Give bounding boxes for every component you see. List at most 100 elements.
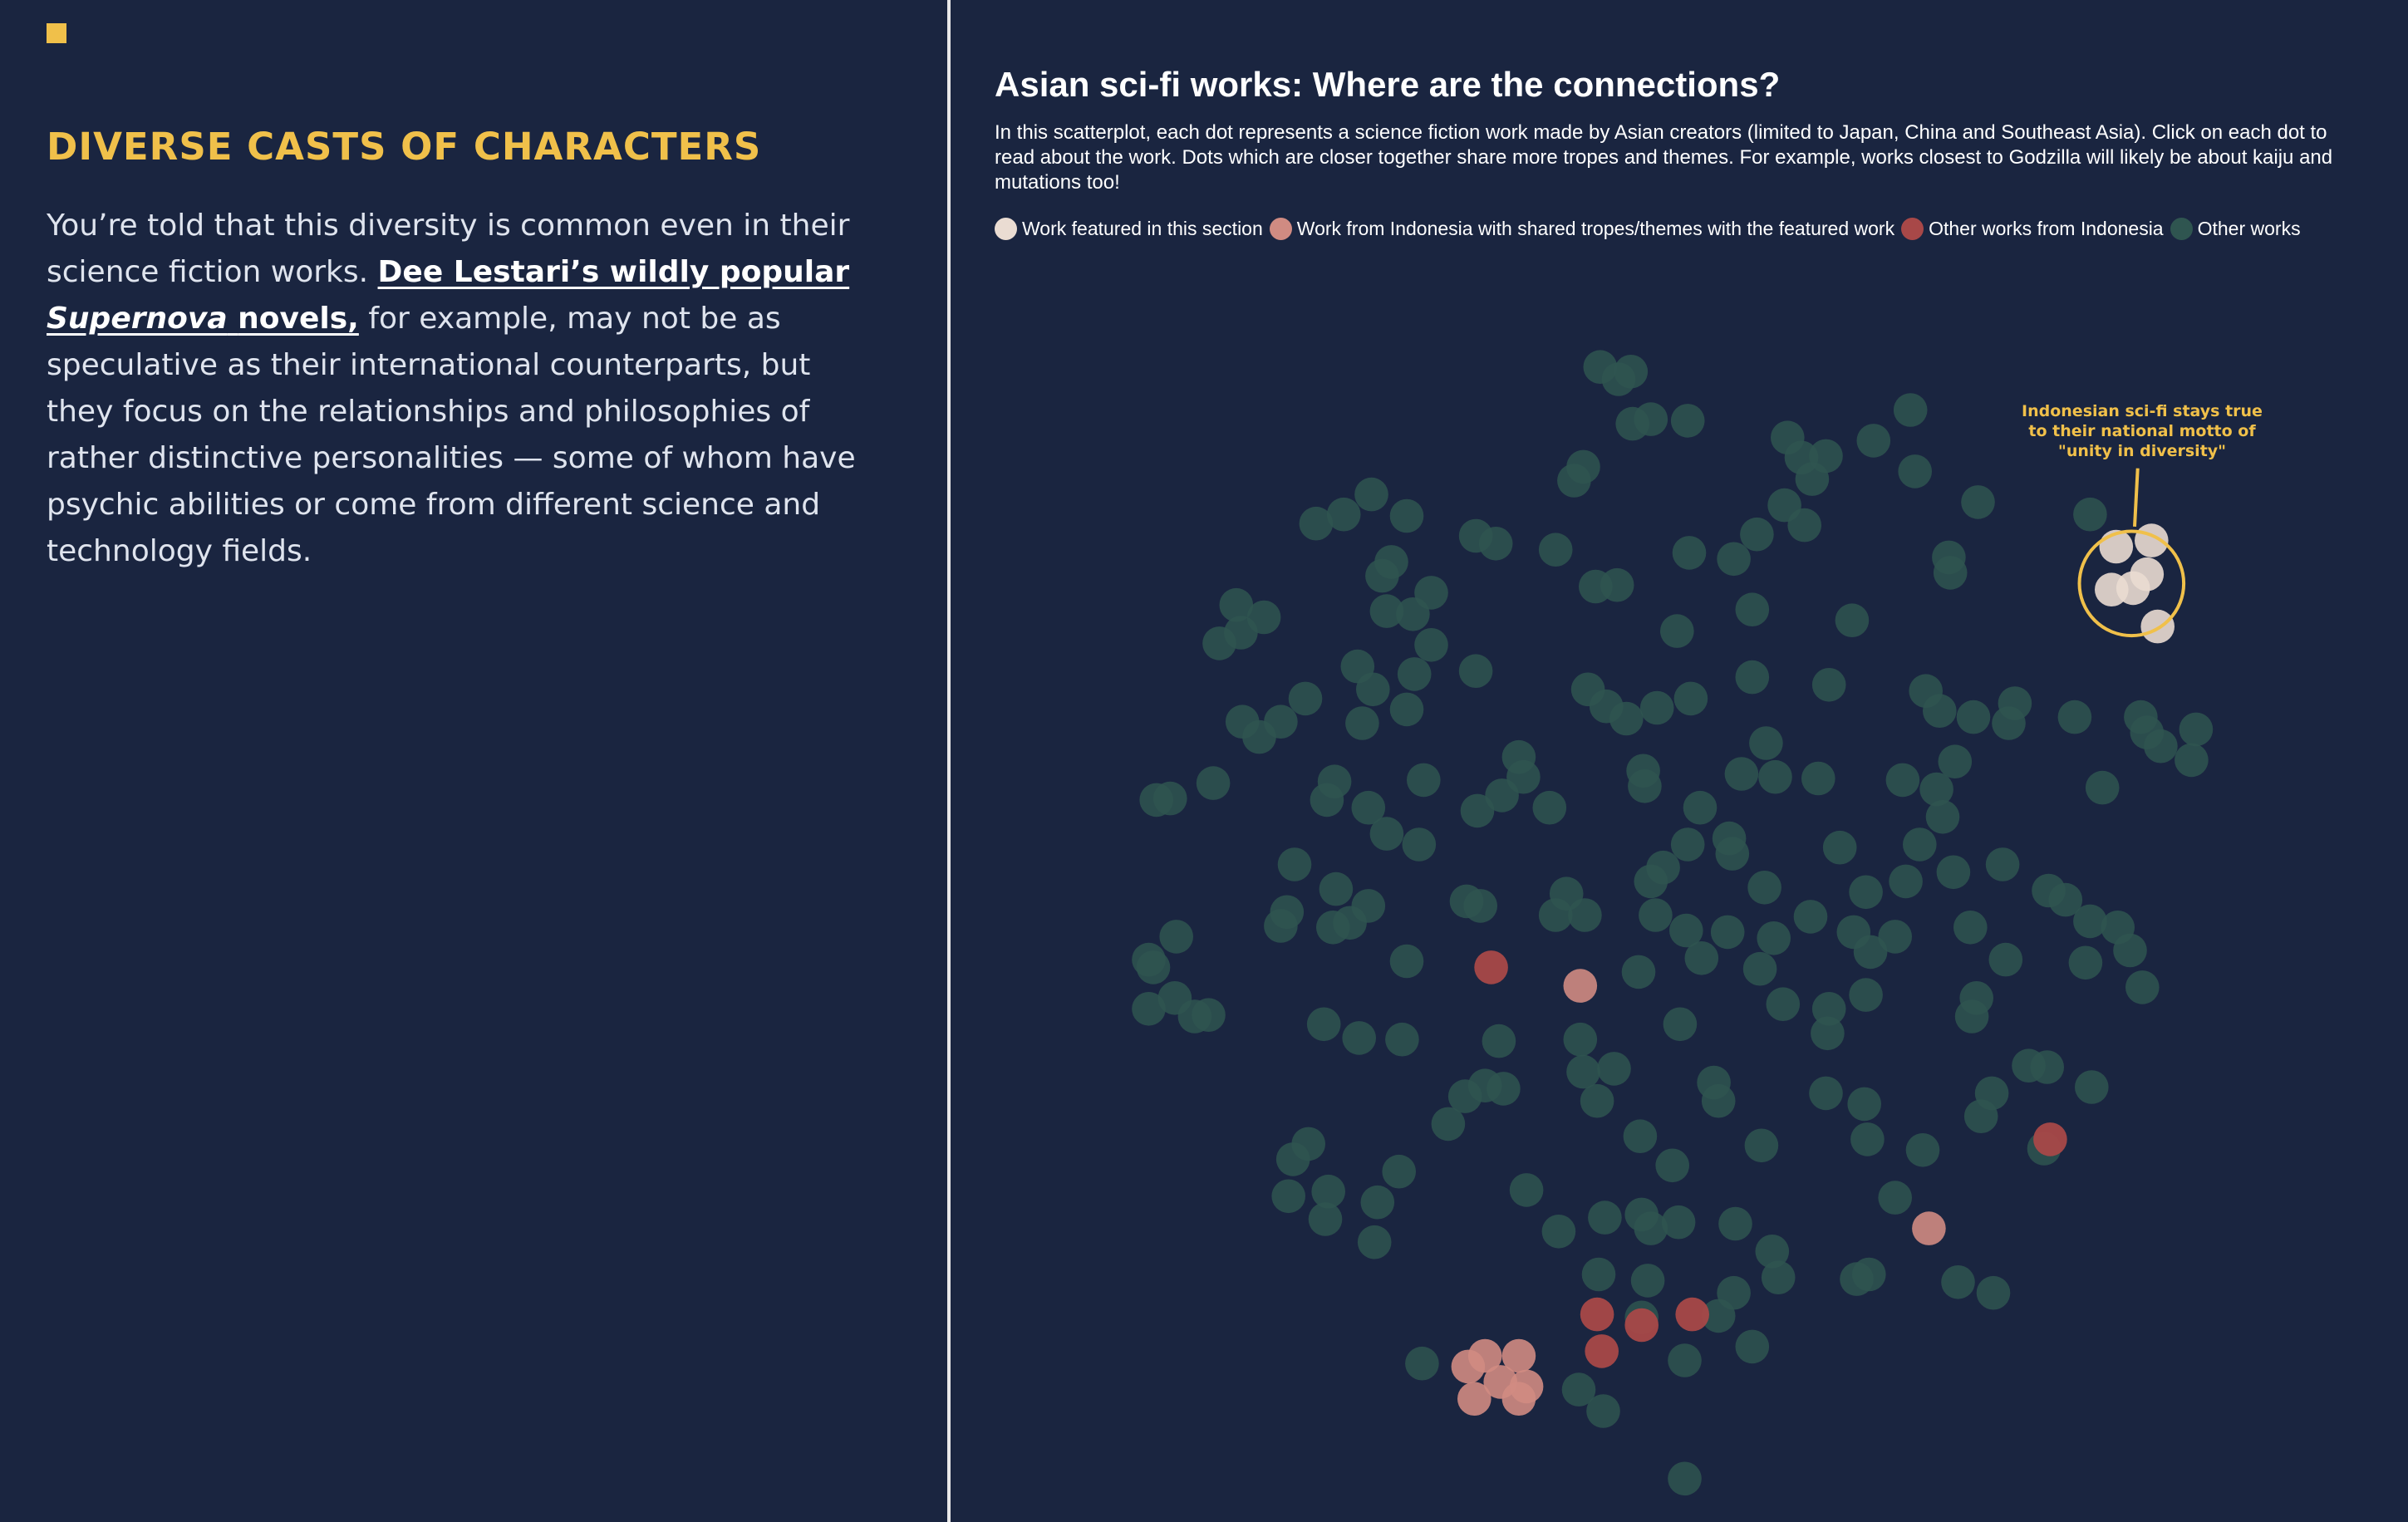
dot-shared[interactable] xyxy=(1457,1382,1491,1416)
dot-other[interactable] xyxy=(1581,1257,1616,1292)
dot-other[interactable] xyxy=(1961,485,1995,519)
dot-other[interactable] xyxy=(1985,847,2020,881)
dot-other[interactable] xyxy=(1586,1394,1620,1428)
dot-other[interactable] xyxy=(1360,1185,1395,1220)
dot-other[interactable] xyxy=(1326,497,1361,532)
dot-other[interactable] xyxy=(1277,847,1312,881)
dot-other[interactable] xyxy=(1623,1119,1658,1153)
dot-other[interactable] xyxy=(1849,978,1883,1012)
dot-other[interactable] xyxy=(1735,660,1770,695)
dot-other[interactable] xyxy=(1414,628,1448,662)
dot-other[interactable] xyxy=(1787,508,1821,543)
dot-other[interactable] xyxy=(1566,1054,1600,1089)
dot-other[interactable] xyxy=(1202,626,1236,660)
dot-other[interactable] xyxy=(1639,690,1674,725)
dot-other[interactable] xyxy=(1458,654,1493,688)
dot-other[interactable] xyxy=(1431,1107,1466,1142)
dot-other[interactable] xyxy=(1670,827,1705,862)
dot-other[interactable] xyxy=(1822,830,1857,865)
dot-other[interactable] xyxy=(1898,454,1932,489)
dot-other[interactable] xyxy=(1878,1181,1912,1215)
dot-other[interactable] xyxy=(1878,920,1912,954)
dot-other[interactable] xyxy=(1396,597,1430,631)
dot-other[interactable] xyxy=(1634,1211,1668,1245)
dot-other[interactable] xyxy=(1264,909,1298,943)
dot-other[interactable] xyxy=(1382,1154,1416,1189)
dot-other[interactable] xyxy=(1561,1372,1596,1407)
dot-other[interactable] xyxy=(1701,1299,1736,1333)
dot-other[interactable] xyxy=(1766,987,1801,1021)
dot-other[interactable] xyxy=(2175,743,2209,778)
dot-other[interactable] xyxy=(1532,790,1567,825)
dot-other[interactable] xyxy=(1885,763,1920,798)
dot-other[interactable] xyxy=(1903,827,1937,862)
dot-other[interactable] xyxy=(1299,506,1334,541)
dot-other[interactable] xyxy=(2073,497,2107,532)
dot-other[interactable] xyxy=(1275,1142,1310,1176)
dot-other[interactable] xyxy=(1668,1343,1702,1377)
dot-other[interactable] xyxy=(1538,898,1573,932)
dot-other[interactable] xyxy=(1852,1257,1886,1292)
dot-other[interactable] xyxy=(1849,875,1883,910)
dot-other[interactable] xyxy=(1365,558,1399,593)
dot-other[interactable] xyxy=(1580,1083,1614,1118)
dot-other[interactable] xyxy=(1405,1346,1439,1381)
dot-other[interactable] xyxy=(1609,701,1644,736)
dot-shared[interactable] xyxy=(1501,1382,1536,1416)
dot-other[interactable] xyxy=(1447,1079,1482,1113)
dot-featured[interactable] xyxy=(2140,609,2175,644)
dot-other[interactable] xyxy=(1342,1021,1376,1055)
dot-other[interactable] xyxy=(1811,668,1846,702)
dot-featured[interactable] xyxy=(2095,572,2129,606)
dot-other[interactable] xyxy=(1850,1122,1885,1156)
dot-other[interactable] xyxy=(1923,694,1957,728)
dot-other[interactable] xyxy=(1847,1087,1881,1122)
dot-other[interactable] xyxy=(1308,1202,1343,1236)
dot-other[interactable] xyxy=(1557,464,1591,498)
dot-indonesia[interactable] xyxy=(1585,1334,1619,1368)
dot-other[interactable] xyxy=(1159,920,1193,954)
dot-other[interactable] xyxy=(1735,1329,1770,1364)
dot-other[interactable] xyxy=(1889,864,1923,899)
dot-other[interactable] xyxy=(1139,783,1173,817)
dot-other[interactable] xyxy=(1668,1461,1702,1496)
dot-other[interactable] xyxy=(1672,536,1707,570)
dot-other[interactable] xyxy=(1718,1206,1752,1241)
dot-other[interactable] xyxy=(1740,517,1774,552)
dot-other[interactable] xyxy=(1588,1200,1622,1235)
dot-indonesia[interactable] xyxy=(1675,1297,1709,1332)
dot-other[interactable] xyxy=(1954,999,1989,1033)
dot-other[interactable] xyxy=(2057,700,2092,734)
dot-other[interactable] xyxy=(1663,1007,1698,1042)
dot-other[interactable] xyxy=(1669,913,1703,948)
dot-other[interactable] xyxy=(1369,594,1404,628)
dot-other[interactable] xyxy=(2113,933,2147,968)
dot-other[interactable] xyxy=(1963,1099,1998,1133)
dot-other[interactable] xyxy=(1717,542,1751,577)
dot-other[interactable] xyxy=(1601,362,1636,396)
dot-shared[interactable] xyxy=(1912,1211,1946,1245)
dot-other[interactable] xyxy=(1811,992,1846,1026)
dot-other[interactable] xyxy=(1761,1260,1796,1294)
dot-other[interactable] xyxy=(1192,998,1226,1032)
dot-other[interactable] xyxy=(1356,672,1390,707)
dot-indonesia[interactable] xyxy=(1624,1308,1659,1343)
dot-other[interactable] xyxy=(1615,406,1649,441)
dot-other[interactable] xyxy=(1563,1022,1598,1057)
dot-other[interactable] xyxy=(1809,1076,1843,1111)
dot-other[interactable] xyxy=(1351,790,1386,825)
dot-other[interactable] xyxy=(2030,1050,2064,1084)
dot-other[interactable] xyxy=(1938,744,1973,778)
dot-other[interactable] xyxy=(1735,592,1770,626)
dot-other[interactable] xyxy=(1919,772,1953,807)
dot-other[interactable] xyxy=(1357,1225,1392,1259)
dot-other[interactable] xyxy=(1755,1235,1790,1269)
dot-other[interactable] xyxy=(1933,556,1968,590)
dot-other[interactable] xyxy=(1941,1265,1975,1299)
dot-other[interactable] xyxy=(1306,1007,1341,1042)
dot-other[interactable] xyxy=(1853,935,1888,970)
dot-other[interactable] xyxy=(1460,793,1495,828)
dot-shared[interactable] xyxy=(1563,969,1598,1003)
dot-other[interactable] xyxy=(1801,761,1835,796)
dot-other[interactable] xyxy=(1568,898,1602,932)
